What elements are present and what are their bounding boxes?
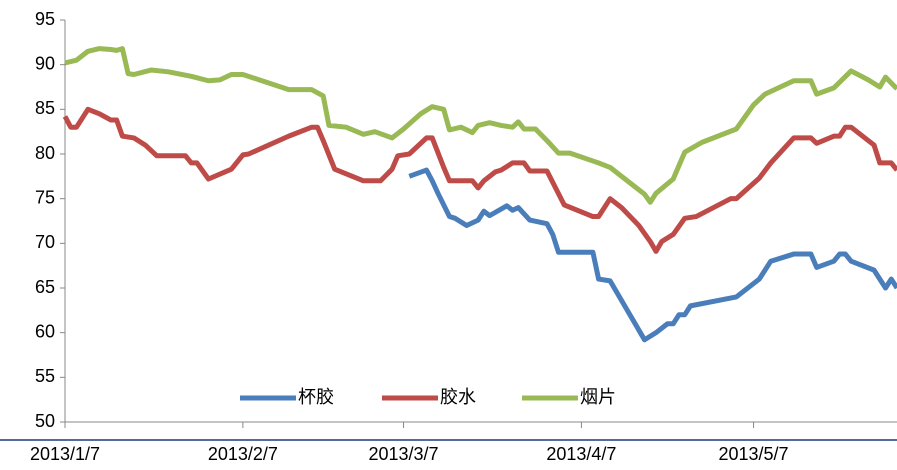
y-tick-label: 70 <box>35 232 55 252</box>
y-tick-label: 55 <box>35 366 55 386</box>
x-tick-label: 2013/3/7 <box>368 444 438 464</box>
x-tick-label: 2013/5/7 <box>719 444 789 464</box>
series-line <box>62 106 897 254</box>
y-tick-label: 80 <box>35 143 55 163</box>
y-tick-label: 60 <box>35 321 55 341</box>
y-tick-label: 95 <box>35 9 55 29</box>
legend-label: 杯胶 <box>298 387 334 407</box>
x-tick-label: 2013/4/7 <box>546 444 616 464</box>
series-line <box>64 46 897 205</box>
y-tick-label: 75 <box>35 187 55 207</box>
legend-label: 胶水 <box>440 387 476 407</box>
y-tick-label: 50 <box>35 411 55 431</box>
x-tick-label: 2013/2/7 <box>208 444 278 464</box>
series-line <box>408 167 897 343</box>
y-tick-label: 85 <box>35 98 55 118</box>
legend-label: 烟片 <box>580 387 616 407</box>
x-tick-label: 2013/1/7 <box>30 444 100 464</box>
y-tick-label: 65 <box>35 277 55 297</box>
y-tick-label: 90 <box>35 53 55 73</box>
